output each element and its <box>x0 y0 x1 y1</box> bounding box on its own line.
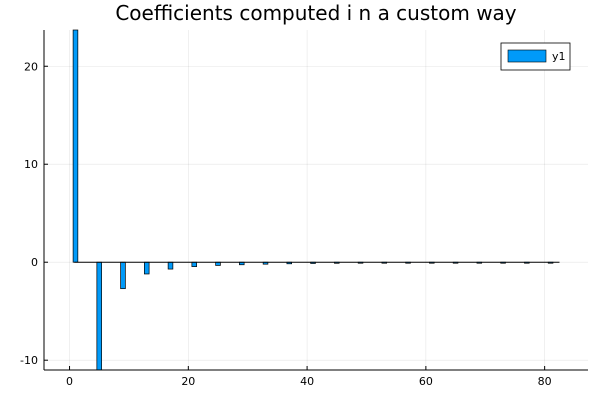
x-tick-label: 80 <box>538 375 552 388</box>
axes-layer <box>43 30 588 371</box>
y-tick-label: 20 <box>24 60 38 73</box>
legend-label-y1: y1 <box>552 50 566 63</box>
bar <box>120 261 126 290</box>
x-tick-label: 20 <box>181 375 195 388</box>
ticks-layer: 0 20 40 60 80 -10 0 10 20 <box>20 60 552 388</box>
bar <box>72 29 79 263</box>
x-tick-label: 60 <box>419 375 433 388</box>
legend: y1 <box>500 42 571 71</box>
x-tick-label: 0 <box>66 375 73 388</box>
chart-title: Coefficients computed i n a custom way <box>115 1 516 25</box>
bar <box>167 261 174 270</box>
legend-swatch <box>507 49 547 63</box>
bar <box>144 261 150 275</box>
bar <box>96 261 102 371</box>
y-tick-label: -10 <box>20 354 38 367</box>
bar <box>191 261 197 267</box>
x-tick-label: 40 <box>300 375 314 388</box>
y-tick-label: 0 <box>31 256 38 269</box>
y-tick-label: 10 <box>24 158 38 171</box>
